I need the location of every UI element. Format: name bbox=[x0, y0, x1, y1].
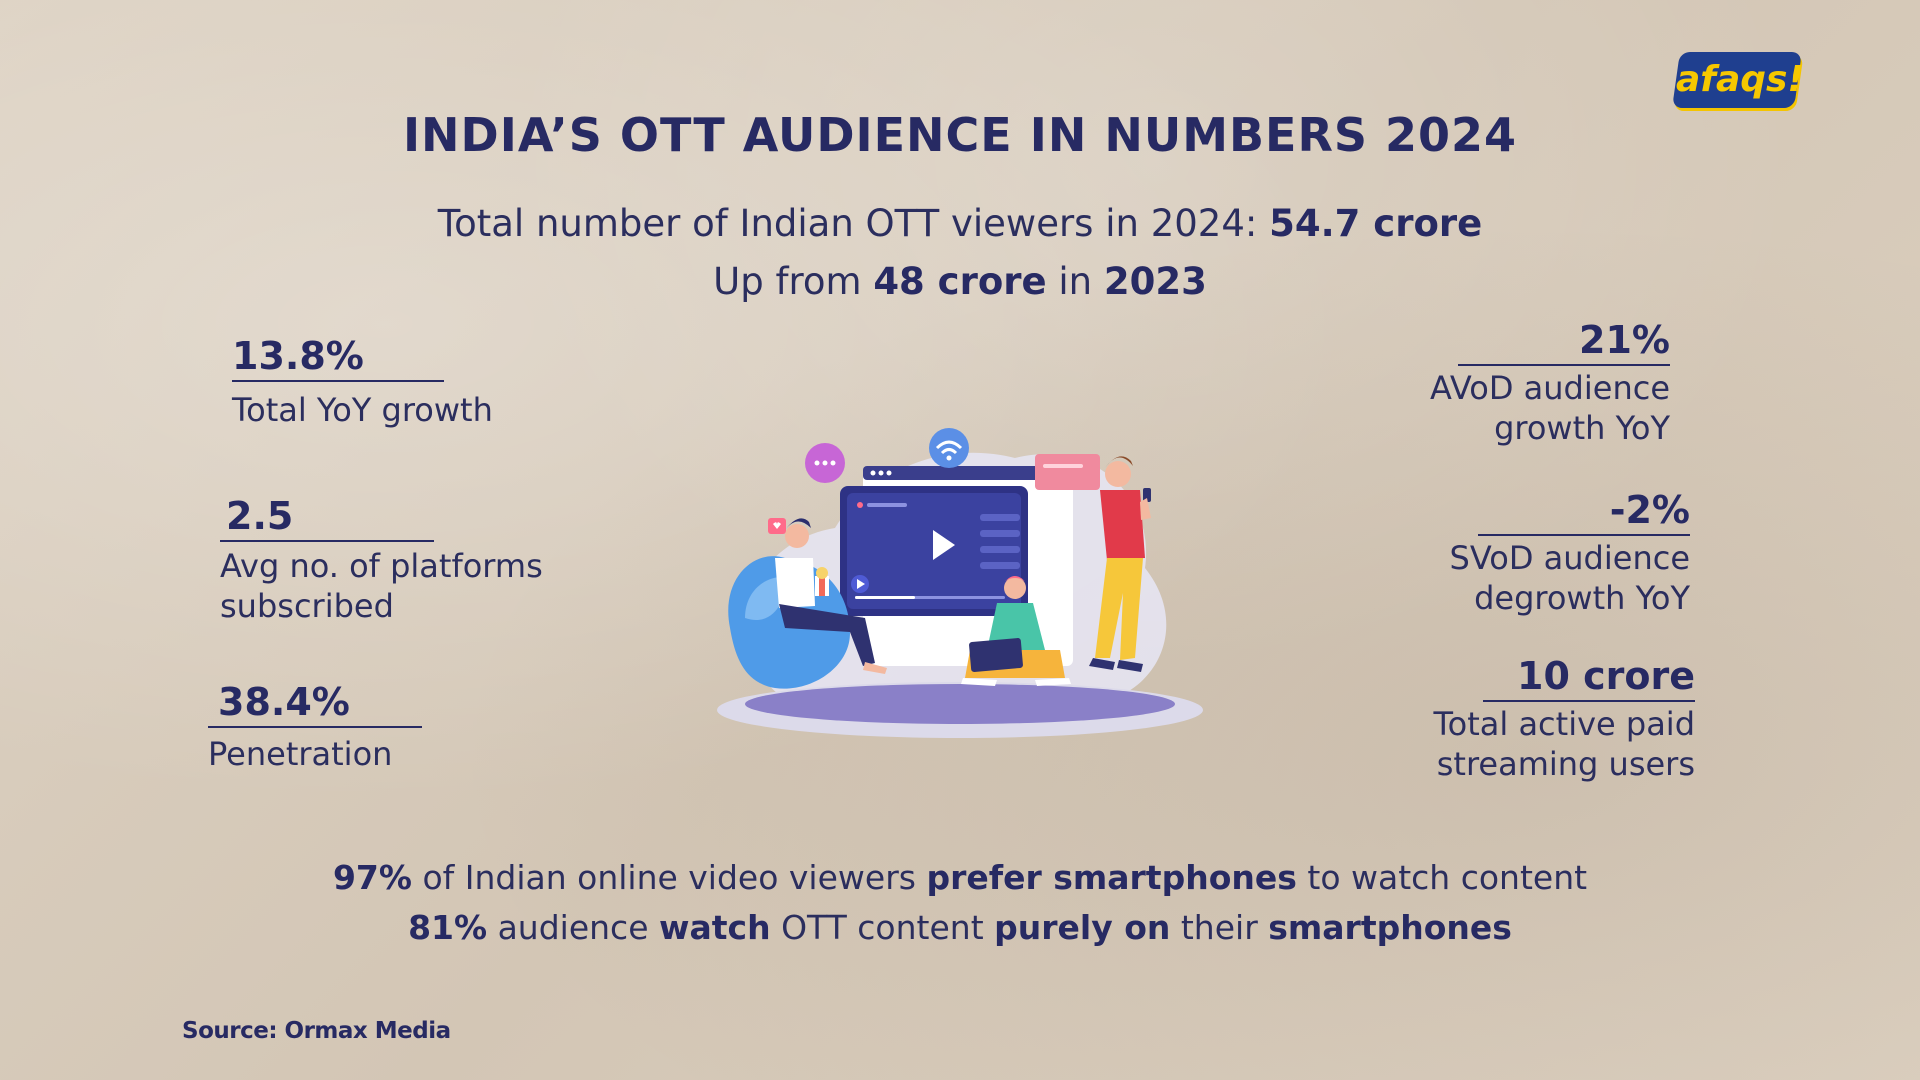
bottom-line-2-part-6: their bbox=[1170, 908, 1269, 947]
right-stat-1: 21% AVoD audience growth YoY bbox=[1370, 318, 1670, 448]
bottom-line-2-part-5: purely on bbox=[994, 908, 1171, 947]
left-stat-1-label: Total YoY growth bbox=[232, 391, 493, 429]
left-stat-2: 2.5 Avg no. of platforms subscribed bbox=[220, 494, 600, 626]
headline-line-2-prefix: Up from bbox=[713, 260, 874, 303]
left-stat-2-underline bbox=[220, 540, 434, 542]
left-stat-3-value: 38.4% bbox=[218, 680, 350, 724]
left-stat-3-underline bbox=[208, 726, 422, 728]
right-stat-2-label-line-1: SVoD audience bbox=[1449, 539, 1690, 577]
right-stat-3: 10 crore Total active paid streaming use… bbox=[1395, 654, 1695, 784]
bottom-line-2-part-2: audience bbox=[487, 908, 659, 947]
bottom-line-1-part-4: to watch content bbox=[1296, 858, 1588, 897]
right-stat-2-label-line-2: degrowth YoY bbox=[1474, 579, 1690, 617]
bottom-line-2: 81% audience watch OTT content purely on… bbox=[0, 908, 1920, 947]
left-stat-1-underline bbox=[232, 380, 444, 382]
right-stat-1-label-line-1: AVoD audience bbox=[1430, 369, 1670, 407]
right-stat-2-underline bbox=[1478, 534, 1690, 536]
bottom-line-2-part-1: 81% bbox=[408, 908, 488, 947]
headline-line-1-value: 54.7 crore bbox=[1269, 202, 1483, 245]
headline-line-2-mid: in bbox=[1046, 260, 1104, 303]
bottom-line-2-part-4: OTT content bbox=[770, 908, 995, 947]
headline-line-2: Up from 48 crore in 2023 bbox=[0, 260, 1920, 303]
left-stat-2-label-line-2: subscribed bbox=[220, 587, 394, 625]
page-title: INDIA’S OTT AUDIENCE IN NUMBERS 2024 bbox=[402, 108, 1518, 162]
bottom-line-1-part-3: prefer smartphones bbox=[926, 858, 1297, 897]
right-stat-3-label-line-2: streaming users bbox=[1436, 745, 1695, 783]
right-stat-3-label-line-1: Total active paid bbox=[1433, 705, 1695, 743]
bottom-line-2-part-3: watch bbox=[659, 908, 771, 947]
headline-line-1: Total number of Indian OTT viewers in 20… bbox=[0, 202, 1920, 245]
right-stat-1-value: 21% bbox=[1579, 318, 1670, 362]
source-note: Source: Ormax Media bbox=[182, 1018, 451, 1044]
right-stat-2-value: -2% bbox=[1609, 488, 1690, 532]
left-stat-3: 38.4% Penetration bbox=[208, 680, 548, 774]
right-stat-3-underline bbox=[1483, 700, 1695, 702]
bottom-line-1: 97% of Indian online video viewers prefe… bbox=[0, 858, 1920, 897]
afaqs-logo-text: afaqs! bbox=[1676, 59, 1804, 100]
headline-line-2-year: 2023 bbox=[1103, 260, 1207, 303]
left-stat-1-value: 13.8% bbox=[232, 334, 364, 378]
bottom-line-1-part-1: 97% bbox=[332, 858, 412, 897]
afaqs-logo: afaqs! bbox=[1672, 52, 1804, 108]
right-stat-2: -2% SVoD audience degrowth YoY bbox=[1390, 488, 1690, 618]
bottom-line-1-part-2: of Indian online video viewers bbox=[411, 858, 927, 897]
right-stat-1-label-line-2: growth YoY bbox=[1494, 409, 1670, 447]
left-stat-2-label-line-1: Avg no. of platforms bbox=[220, 547, 543, 585]
right-stat-3-value: 10 crore bbox=[1517, 654, 1695, 698]
left-stat-2-value: 2.5 bbox=[226, 494, 294, 538]
left-stat-1: 13.8% Total YoY growth bbox=[232, 334, 562, 430]
right-stat-1-underline bbox=[1458, 364, 1670, 366]
headline-line-2-value: 48 crore bbox=[873, 260, 1047, 303]
headline-line-1-text: Total number of Indian OTT viewers in 20… bbox=[437, 202, 1270, 245]
ott-streaming-illustration-icon bbox=[717, 428, 1203, 738]
left-stat-3-label: Penetration bbox=[208, 735, 393, 773]
bottom-line-2-part-7: smartphones bbox=[1268, 908, 1512, 947]
